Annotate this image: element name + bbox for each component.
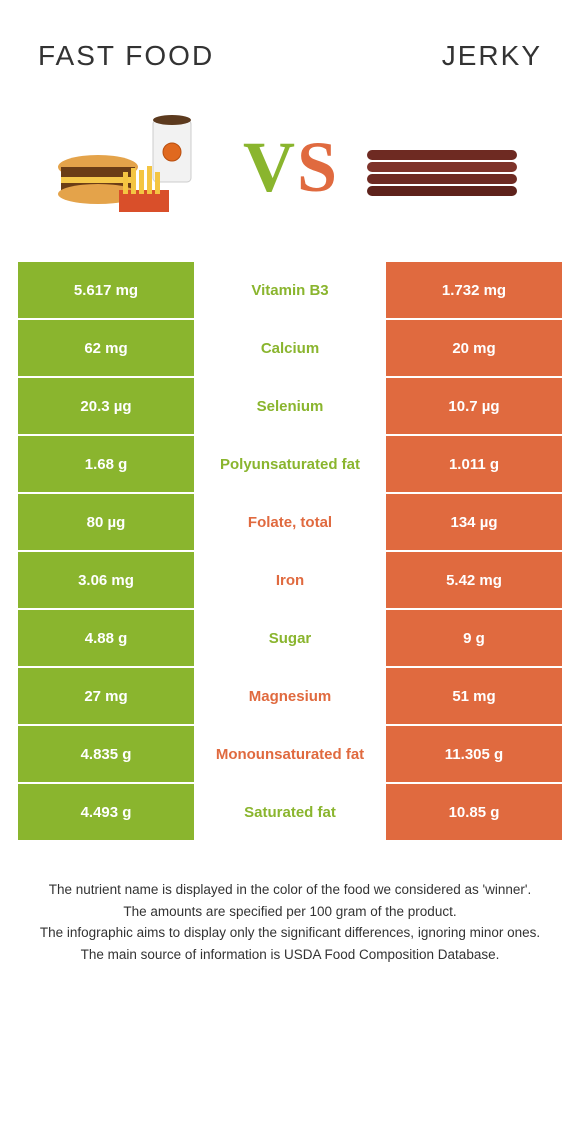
nutrient-label: Vitamin B3 (194, 262, 386, 318)
footnotes: The nutrient name is displayed in the co… (18, 880, 562, 964)
nutrient-row: 80 µgFolate, total134 µg (18, 494, 562, 550)
value-right: 1.011 g (386, 436, 562, 492)
nutrient-row: 62 mgCalcium20 mg (18, 320, 562, 376)
value-right: 11.305 g (386, 726, 562, 782)
value-right: 51 mg (386, 668, 562, 724)
nutrient-row: 4.493 gSaturated fat10.85 g (18, 784, 562, 840)
nutrient-row: 3.06 mgIron5.42 mg (18, 552, 562, 608)
fast-food-image (53, 112, 223, 222)
nutrient-label: Sugar (194, 610, 386, 666)
jerky-image (357, 112, 527, 222)
nutrient-label: Iron (194, 552, 386, 608)
nutrient-row: 20.3 µgSelenium10.7 µg (18, 378, 562, 434)
value-left: 4.493 g (18, 784, 194, 840)
nutrient-row: 4.835 gMonounsaturated fat11.305 g (18, 726, 562, 782)
value-left: 5.617 mg (18, 262, 194, 318)
value-left: 20.3 µg (18, 378, 194, 434)
value-right: 9 g (386, 610, 562, 666)
nutrient-row: 1.68 gPolyunsaturated fat1.011 g (18, 436, 562, 492)
value-left: 4.88 g (18, 610, 194, 666)
nutrient-label: Selenium (194, 378, 386, 434)
value-left: 62 mg (18, 320, 194, 376)
footnote-line: The main source of information is USDA F… (28, 945, 552, 965)
nutrient-table: 5.617 mgVitamin B31.732 mg62 mgCalcium20… (18, 262, 562, 840)
title-right: Jerky (442, 40, 542, 72)
value-left: 80 µg (18, 494, 194, 550)
value-left: 27 mg (18, 668, 194, 724)
nutrient-row: 5.617 mgVitamin B31.732 mg (18, 262, 562, 318)
value-right: 10.7 µg (386, 378, 562, 434)
title-left: Fast food (38, 40, 214, 72)
vs-v: V (243, 126, 295, 209)
vs-s: S (297, 126, 337, 209)
value-right: 1.732 mg (386, 262, 562, 318)
hero-row: VS (18, 82, 562, 262)
value-right: 20 mg (386, 320, 562, 376)
nutrient-label: Folate, total (194, 494, 386, 550)
nutrient-label: Magnesium (194, 668, 386, 724)
nutrient-label: Calcium (194, 320, 386, 376)
infographic-container: Fast food Jerky (0, 0, 580, 1144)
value-right: 5.42 mg (386, 552, 562, 608)
nutrient-row: 27 mgMagnesium51 mg (18, 668, 562, 724)
footnote-line: The amounts are specified per 100 gram o… (28, 902, 552, 922)
nutrient-row: 4.88 gSugar9 g (18, 610, 562, 666)
value-left: 1.68 g (18, 436, 194, 492)
nutrient-label: Monounsaturated fat (194, 726, 386, 782)
value-left: 3.06 mg (18, 552, 194, 608)
vs-label: VS (243, 126, 337, 209)
footnote-line: The nutrient name is displayed in the co… (28, 880, 552, 900)
value-right: 10.85 g (386, 784, 562, 840)
value-left: 4.835 g (18, 726, 194, 782)
footnote-line: The infographic aims to display only the… (28, 923, 552, 943)
title-row: Fast food Jerky (18, 20, 562, 82)
value-right: 134 µg (386, 494, 562, 550)
nutrient-label: Polyunsaturated fat (194, 436, 386, 492)
nutrient-label: Saturated fat (194, 784, 386, 840)
